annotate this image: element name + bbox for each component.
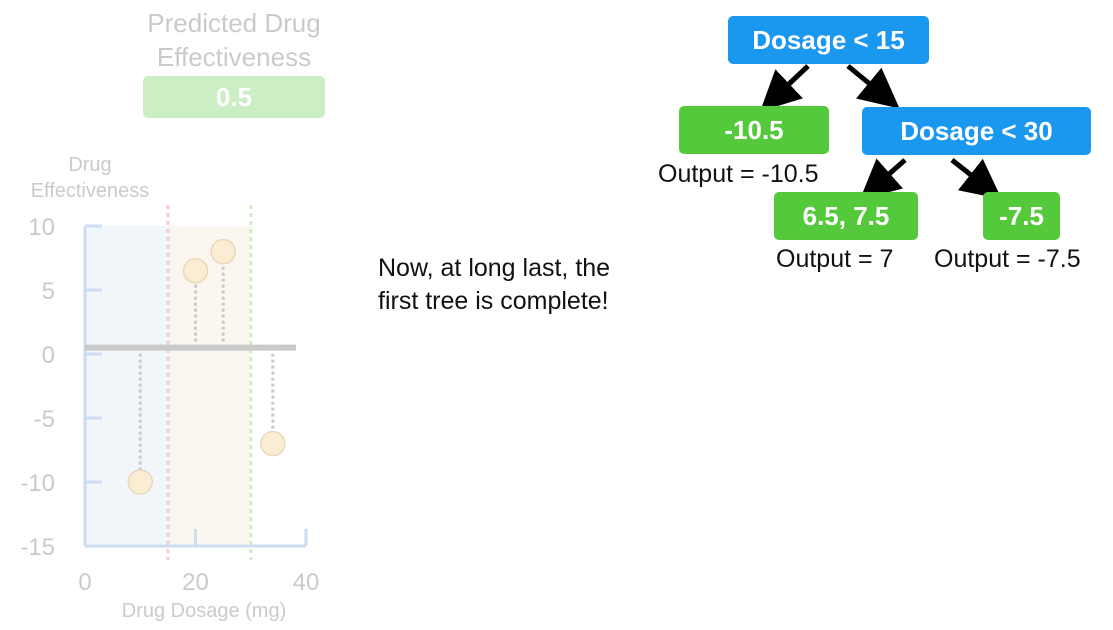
x-ticks: 0 20 40: [78, 529, 319, 596]
residual-lines: [138, 251, 275, 482]
y-tick-label: 5: [42, 278, 55, 305]
caption: Now, at long last, the first tree is com…: [378, 252, 610, 318]
region-left: [85, 226, 172, 546]
x-tick-label: 0: [78, 569, 91, 596]
prediction-title: Predicted Drug Effectiveness: [120, 6, 348, 74]
caption-line2: first tree is complete!: [378, 287, 609, 315]
split-lines: [166, 205, 253, 560]
left-leaf-output: Output = -10.5: [658, 160, 819, 188]
arrow-node-right: [950, 158, 1002, 200]
tree-right-node: Dosage < 30: [862, 107, 1091, 155]
tree-left-leaf: -10.5: [679, 106, 829, 154]
data-point: [210, 238, 236, 265]
caption-line1: Now, at long last, the: [378, 254, 611, 282]
y-tick-label: 10: [28, 214, 55, 241]
data-point: [260, 430, 286, 457]
tree-root-node: Dosage < 15: [728, 16, 929, 64]
x-tick-label: 20: [182, 569, 209, 596]
tree-mid-leaf: 6.5, 7.5: [774, 192, 918, 240]
data-point: [182, 258, 209, 284]
y-axis-label-line1: Drug: [68, 154, 111, 176]
arrow-root-right: [846, 64, 900, 109]
prediction-title-line1: Predicted Drug: [147, 8, 321, 38]
y-tick-label: 0: [42, 342, 55, 369]
x-axis-label: Drug Dosage (mg): [122, 600, 287, 622]
data-points: [127, 238, 286, 495]
y-tick-label: -5: [34, 406, 55, 433]
y-tick-label: -10: [20, 470, 55, 497]
mid-leaf-output: Output = 7: [776, 245, 894, 273]
y-tick-label: -15: [20, 534, 55, 561]
region-middle: [172, 226, 252, 546]
data-point: [127, 469, 153, 495]
prediction-value-box: 0.5: [143, 76, 325, 118]
y-axis-label-line2: Effectiveness: [31, 180, 150, 202]
tree-right-leaf: -7.5: [983, 192, 1060, 240]
prediction-title-line2: Effectiveness: [156, 42, 312, 72]
arrow-root-left: [760, 64, 810, 112]
x-tick-label: 40: [293, 569, 320, 596]
y-ticks: 10 5 0 -5 -10 -15: [20, 214, 102, 561]
arrow-node-mid: [859, 158, 907, 200]
right-leaf-output: Output = -7.5: [934, 245, 1081, 273]
